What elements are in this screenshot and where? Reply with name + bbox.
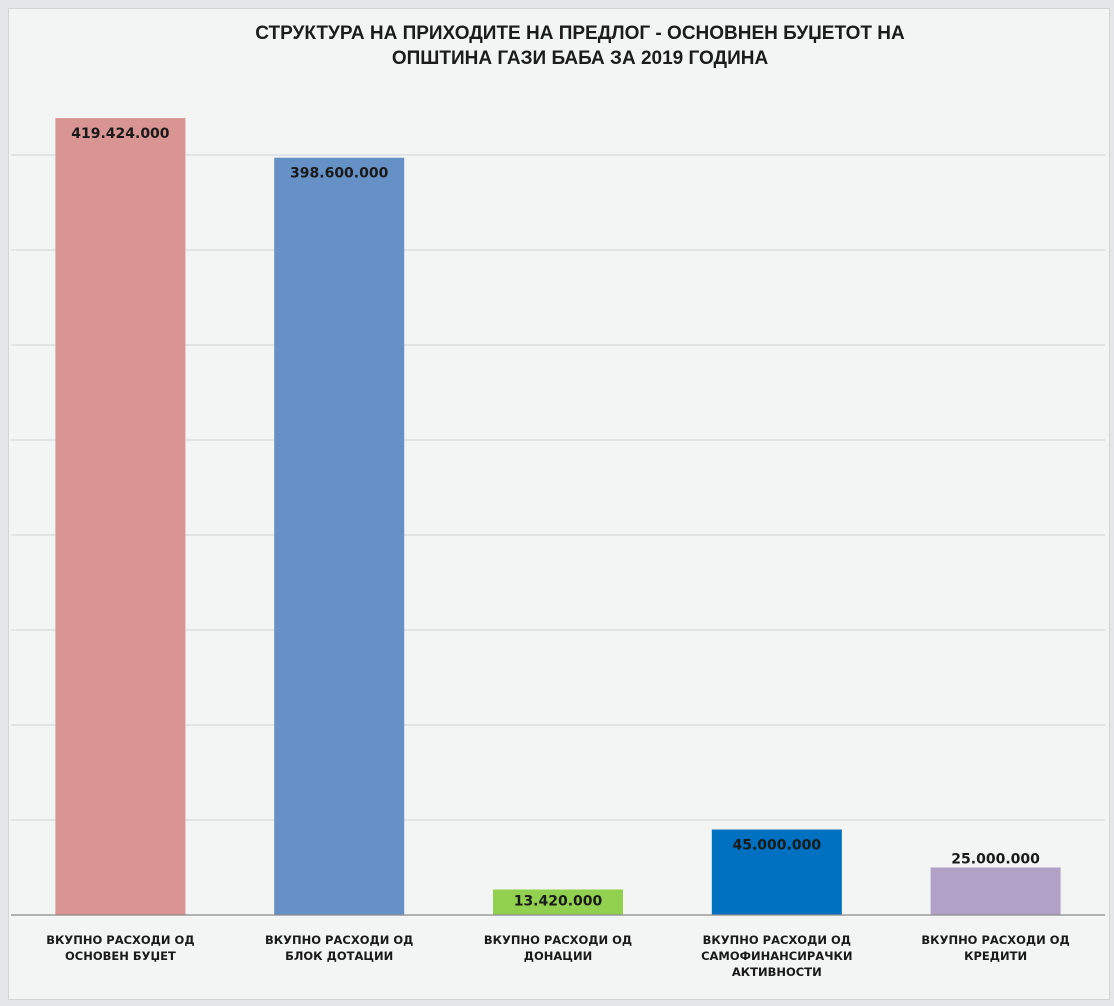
category-label-2: БЛОК ДОТАЦИИ [285,949,393,963]
bar-4 [711,829,842,915]
category-label-4: АКТИВНОСТИ [732,965,822,979]
category-label-4: ВКУПНО РАСХОДИ ОД [703,933,851,947]
category-label-1: ВКУПНО РАСХОДИ ОД [46,933,194,947]
bar-3 [493,889,623,915]
category-label-5: КРЕДИТИ [964,949,1027,963]
gridlines [11,154,1105,821]
data-labels: 419.424.000 398.600.000 13.420.000 45.000.0… [71,126,1040,909]
category-label-3: ДОНАЦИИ [524,949,592,963]
chart-title-line-1: СТРУКТУРА НА ПРИХОДИТЕ НА ПРЕДЛОГ - ОСНО… [255,23,905,44]
data-label-3: 13.420.000 [514,894,603,910]
data-label-4: 45.000.000 [733,838,822,854]
data-label-5: 25.000.000 [951,852,1040,868]
chart-title: СТРУКТУРА НА ПРИХОДИТЕ НА ПРЕДЛОГ - ОСНО… [255,23,905,69]
bar-5 [930,867,1061,915]
data-label-2: 398.600.000 [290,166,389,182]
bar-1 [55,118,186,916]
data-label-1: 419.424.000 [71,126,170,142]
category-labels: ВКУПНО РАСХОДИ ОД ОСНОВЕН БУЏЕТ ВКУПНО РАС… [46,933,1070,979]
chart-title-line-2: ОПШТИНА ГАЗИ БАБА ЗА 2019 ГОДИНА [392,48,769,69]
category-label-4: САМОФИНАНСИРАЧКИ [701,949,852,963]
chart-frame: 419.424.000 398.600.000 13.420.000 45.000.0… [8,8,1110,1000]
category-label-3: ВКУПНО РАСХОДИ ОД [484,933,632,947]
category-label-5: ВКУПНО РАСХОДИ ОД [921,933,1069,947]
category-label-1: ОСНОВЕН БУЏЕТ [65,949,176,963]
bars [55,118,1061,916]
category-label-2: ВКУПНО РАСХОДИ ОД [265,933,413,947]
bar-chart: 419.424.000 398.600.000 13.420.000 45.000.0… [11,23,1105,979]
bar-2 [274,157,405,915]
